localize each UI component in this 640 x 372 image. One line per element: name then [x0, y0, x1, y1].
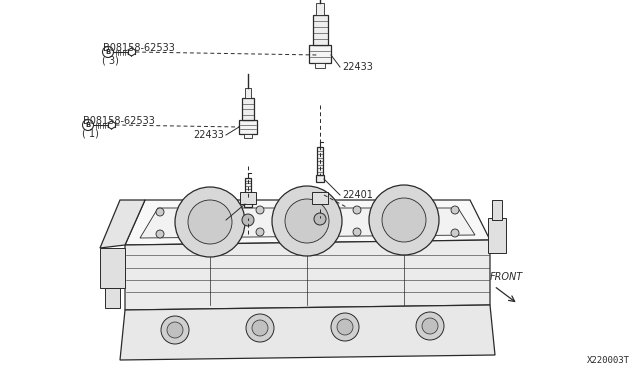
Circle shape [382, 198, 426, 242]
Bar [100, 248, 125, 288]
Circle shape [353, 228, 361, 236]
Polygon shape [125, 240, 490, 310]
Circle shape [256, 206, 264, 214]
Polygon shape [140, 208, 475, 238]
Circle shape [369, 185, 439, 255]
Circle shape [451, 206, 459, 214]
Bar [309, 45, 331, 63]
Polygon shape [125, 200, 490, 245]
Circle shape [156, 208, 164, 216]
Text: B08158-62533
( 3): B08158-62533 ( 3) [102, 43, 174, 65]
Text: 22433: 22433 [193, 130, 224, 140]
Bar [317, 147, 323, 175]
Bar [316, 3, 324, 15]
Text: B08158-62533
( 1): B08158-62533 ( 1) [83, 116, 154, 138]
Circle shape [156, 230, 164, 238]
Bar [492, 200, 502, 220]
Bar [244, 134, 252, 138]
Circle shape [188, 200, 232, 244]
Text: FRONT: FRONT [490, 272, 524, 282]
Bar [245, 88, 251, 98]
Bar [316, 175, 324, 182]
Circle shape [422, 318, 438, 334]
Polygon shape [120, 305, 495, 360]
Circle shape [451, 229, 459, 237]
Bar [240, 192, 256, 204]
Circle shape [246, 314, 274, 342]
Text: B: B [106, 49, 111, 55]
Text: 22401: 22401 [342, 190, 373, 200]
Bar [105, 288, 120, 308]
Bar [312, 15, 328, 45]
Circle shape [314, 213, 326, 225]
Text: B: B [85, 122, 91, 128]
Text: 22433: 22433 [342, 62, 373, 72]
Circle shape [242, 214, 254, 226]
Bar [245, 178, 251, 200]
Circle shape [331, 313, 359, 341]
Circle shape [337, 319, 353, 335]
Circle shape [353, 206, 361, 214]
Circle shape [161, 316, 189, 344]
Bar [242, 98, 254, 120]
Bar [488, 218, 506, 253]
Bar [312, 192, 328, 204]
Bar [244, 200, 252, 207]
Polygon shape [100, 200, 145, 248]
Circle shape [272, 186, 342, 256]
Circle shape [175, 187, 245, 257]
Circle shape [167, 322, 183, 338]
Text: 22401: 22401 [193, 215, 224, 225]
Circle shape [416, 312, 444, 340]
Circle shape [252, 320, 268, 336]
Text: X220003T: X220003T [587, 356, 630, 365]
Circle shape [285, 199, 329, 243]
Bar [239, 120, 257, 134]
Bar [315, 63, 325, 68]
Circle shape [256, 228, 264, 236]
